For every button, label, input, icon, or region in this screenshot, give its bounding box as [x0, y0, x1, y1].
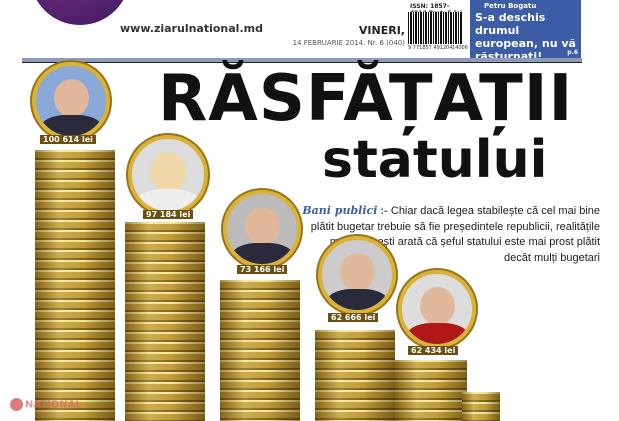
watermark-icon	[10, 398, 23, 411]
teaser-page: p.6	[567, 49, 578, 56]
barcode-number: 9 771857 491204	[408, 45, 453, 51]
barcode	[408, 12, 463, 44]
headline-line1: RĂSFĂȚAȚII	[158, 62, 574, 136]
masthead-rule	[22, 58, 582, 63]
website-url[interactable]: www.ziarulnational.md	[120, 22, 263, 35]
lead-separator: :-	[380, 205, 388, 217]
portrait	[32, 62, 110, 140]
coin-stack	[125, 222, 205, 421]
teaser-author: Petru Bogatu	[484, 2, 537, 10]
salary-label: 73 166 lei	[237, 265, 288, 274]
barcode-suffix: 14006	[452, 45, 468, 51]
portrait	[318, 236, 396, 314]
teaser-headline: S-a deschis drumul european, nu vă răstu…	[475, 11, 576, 63]
portrait	[398, 270, 476, 348]
teaser-box[interactable]: Petru Bogatu S-a deschis drumul european…	[470, 0, 581, 63]
watermark-text: NATIONAL	[25, 399, 82, 411]
salary-label: 62 666 lei	[328, 313, 379, 322]
coin-stack	[395, 360, 467, 421]
salary-label: 97 184 lei	[143, 210, 194, 219]
coin-stack	[462, 392, 500, 421]
salary-label: 62 434 lei	[408, 346, 459, 355]
coin-stack	[35, 150, 115, 421]
issue-day: VINERI,	[358, 24, 405, 37]
portrait	[223, 190, 301, 268]
coin-stack	[220, 280, 300, 421]
coin-stack	[315, 330, 395, 421]
lead-text: Bani publici :- Chiar dacă legea stabile…	[300, 203, 600, 266]
issue-date: 14 FEBRUARIE 2014. Nr. 6 (040)	[292, 39, 405, 47]
newspaper-logo	[30, 0, 130, 25]
lead-body: Chiar dacă legea stabilește că cel mai b…	[310, 205, 600, 264]
portrait	[128, 135, 208, 215]
headline-line2: statului	[322, 130, 548, 190]
lead-rubric: Bani publici	[302, 204, 378, 217]
watermark: NATIONAL	[10, 398, 82, 411]
salary-label: 100 614 lei	[40, 135, 96, 144]
